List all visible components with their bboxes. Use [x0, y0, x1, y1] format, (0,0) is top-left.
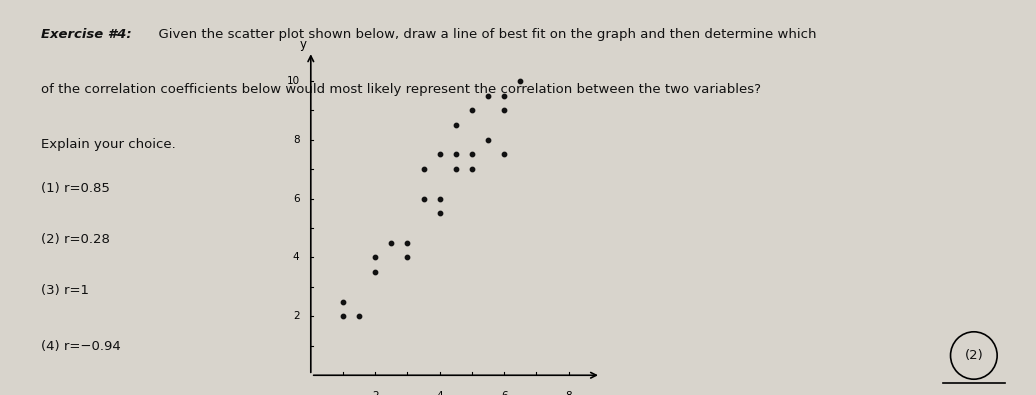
Text: of the correlation coefficients below would most likely represent the correlatio: of the correlation coefficients below wo… [41, 83, 761, 96]
Text: 4: 4 [293, 252, 299, 262]
Text: 8: 8 [566, 391, 572, 395]
Point [448, 122, 464, 128]
Point [383, 240, 400, 246]
Text: Explain your choice.: Explain your choice. [41, 138, 176, 151]
Point [367, 254, 383, 261]
Text: (1) r=0.85: (1) r=0.85 [41, 182, 110, 195]
Point [415, 166, 432, 172]
Text: 6: 6 [293, 194, 299, 203]
Point [496, 107, 513, 113]
Point [464, 151, 481, 158]
Text: Exercise #4:: Exercise #4: [41, 28, 132, 41]
Text: (4) r=−0.94: (4) r=−0.94 [41, 340, 121, 353]
Point [448, 166, 464, 172]
Text: 2: 2 [293, 311, 299, 322]
Point [431, 151, 448, 158]
Point [496, 151, 513, 158]
Point [464, 107, 481, 113]
Point [448, 151, 464, 158]
Point [335, 299, 351, 305]
Text: 10: 10 [286, 76, 299, 86]
Point [512, 78, 528, 84]
Text: y: y [299, 38, 307, 51]
Point [415, 196, 432, 202]
Point [367, 269, 383, 275]
Point [480, 137, 496, 143]
Point [496, 92, 513, 99]
Text: 8: 8 [293, 135, 299, 145]
Text: 6: 6 [500, 391, 508, 395]
Text: (2): (2) [965, 349, 983, 362]
Point [399, 240, 415, 246]
Text: (2) r=0.28: (2) r=0.28 [41, 233, 110, 246]
Text: (3) r=1: (3) r=1 [41, 284, 89, 297]
Point [480, 92, 496, 99]
Point [464, 166, 481, 172]
Point [351, 313, 368, 320]
Point [399, 254, 415, 261]
Point [335, 313, 351, 320]
Text: 2: 2 [372, 391, 378, 395]
Point [431, 196, 448, 202]
Text: 4: 4 [436, 391, 443, 395]
Point [431, 210, 448, 216]
Text: Given the scatter plot shown below, draw a line of best fit on the graph and the: Given the scatter plot shown below, draw… [150, 28, 816, 41]
